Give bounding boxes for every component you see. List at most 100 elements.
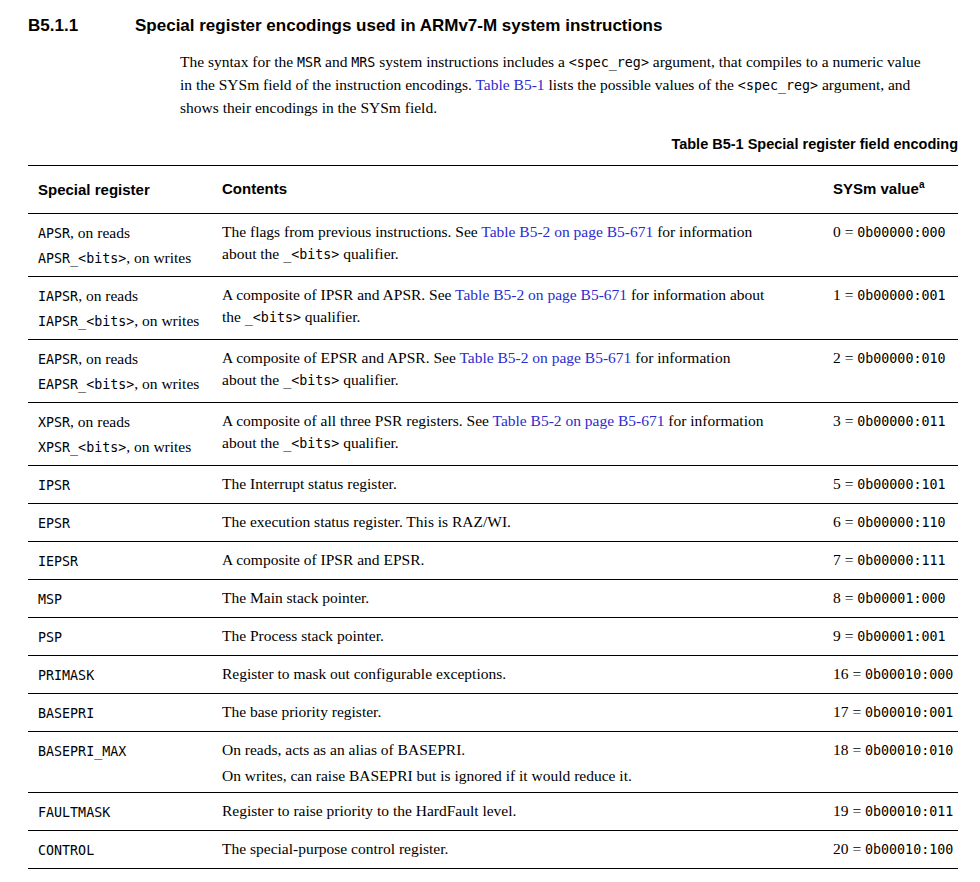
body-text: and	[321, 53, 351, 70]
header-contents: Contents	[222, 178, 833, 202]
cross-reference-link[interactable]: Table B5-2 on page B5-671	[459, 349, 631, 366]
contents-cell: The base priority register.	[222, 701, 833, 726]
body-text: qualifier.	[339, 245, 398, 262]
code-text: IAPSR_<bits>	[38, 314, 134, 329]
register-cell: PSP	[28, 625, 222, 650]
contents-cell: Register to mask out configurable except…	[222, 663, 833, 688]
code-text: _<bits>	[245, 310, 301, 325]
body-text: 1 =	[833, 286, 857, 303]
register-cell: BASEPRI_MAX	[28, 739, 222, 787]
code-text: IAPSR	[38, 289, 78, 304]
table-row: FAULTMASK Register to raise priority to t…	[28, 793, 958, 831]
register-line: XPSR, on reads	[38, 410, 222, 435]
special-register-table: Special register Contents SYSm valuea AP…	[28, 165, 958, 869]
register-line: APSR, on reads	[38, 221, 222, 246]
body-text: Register to raise priority to the HardFa…	[222, 802, 516, 819]
body-text: The Interrupt status register.	[222, 475, 397, 492]
cross-reference-link[interactable]: Table B5-2 on page B5-671	[493, 412, 665, 429]
code-text: _<bits>	[283, 247, 339, 262]
contents-cell: The Interrupt status register.	[222, 473, 833, 498]
contents-cell: A composite of EPSR and APSR. See Table …	[222, 347, 833, 397]
contents-line: Register to raise priority to the HardFa…	[222, 800, 825, 822]
body-text: A composite of all three PSR registers. …	[222, 412, 493, 429]
value-cell: 9 = 0b00001:001	[833, 625, 958, 650]
contents-line: A composite of IPSR and EPSR.	[222, 549, 825, 571]
body-text: system instructions includes a	[375, 53, 568, 70]
register-line: MSP	[38, 587, 222, 612]
register-cell: EAPSR, on readsEAPSR_<bits>, on writes	[28, 347, 222, 397]
body-text: 5 =	[833, 475, 857, 492]
code-text: 0b00000:111	[857, 553, 945, 568]
table-row: MSPThe Main stack pointer.8 = 0b00001:00…	[28, 580, 958, 618]
contents-cell: A composite of all three PSR registers. …	[222, 410, 833, 460]
register-line: EAPSR_<bits>, on writes	[38, 372, 222, 397]
value-cell: 19 = 0b00010:011	[833, 800, 958, 825]
register-cell: IEPSR	[28, 549, 222, 574]
code-text: BASEPRI_MAX	[38, 744, 126, 759]
body-text: for information	[653, 223, 752, 240]
code-text: EAPSR_<bits>	[38, 377, 134, 392]
body-text: The Main stack pointer.	[222, 589, 369, 606]
code-text: PRIMASK	[38, 668, 94, 683]
contents-cell: The special-purpose control register.	[222, 838, 833, 863]
body-text: On writes, can raise BASEPRI but is igno…	[222, 767, 632, 784]
register-cell: EPSR	[28, 511, 222, 536]
code-text: <spec_reg>	[569, 55, 649, 70]
contents-line: On reads, acts as an alias of BASEPRI.	[222, 739, 825, 761]
body-text: The execution status register. This is R…	[222, 513, 511, 530]
register-cell: XPSR, on readsXPSR_<bits>, on writes	[28, 410, 222, 460]
contents-cell: The execution status register. This is R…	[222, 511, 833, 536]
value-cell: 3 = 0b00000:011	[833, 410, 958, 460]
code-text: MSR	[297, 55, 321, 70]
body-text: 0 =	[833, 223, 857, 240]
code-text: IEPSR	[38, 554, 78, 569]
code-text: 0b00000:001	[857, 288, 945, 303]
register-cell: FAULTMASK	[28, 800, 222, 825]
contents-cell: A composite of IPSR and EPSR.	[222, 549, 833, 574]
table-caption: Table B5-1 Special register field encodi…	[0, 136, 958, 152]
body-text: in the SYSm field of the instruction enc…	[180, 76, 475, 93]
body-text: , on reads	[70, 224, 130, 241]
register-cell: BASEPRI	[28, 701, 222, 726]
register-line: IEPSR	[38, 549, 222, 574]
code-text: 0b00000:101	[857, 477, 945, 492]
code-text: 0b00000:011	[857, 414, 945, 429]
body-text: 6 =	[833, 513, 857, 530]
body-text: , on writes	[126, 249, 191, 266]
code-text: <spec_reg>	[738, 78, 818, 93]
body-text: qualifier.	[301, 308, 360, 325]
body-text: The flags from previous instructions. Se…	[222, 223, 481, 240]
code-text: APSR	[38, 226, 70, 241]
value-cell: 2 = 0b00000:010	[833, 347, 958, 397]
body-text: 19 =	[833, 802, 865, 819]
table-row: BASEPRIThe base priority register.17 = 0…	[28, 694, 958, 732]
code-text: FAULTMASK	[38, 805, 110, 820]
body-text: 20 =	[833, 840, 865, 857]
contents-line: Register to mask out configurable except…	[222, 663, 825, 685]
body-text: 8 =	[833, 589, 857, 606]
body-text: 17 =	[833, 703, 865, 720]
body-text: about the	[222, 245, 283, 262]
value-cell: 16 = 0b00010:000	[833, 663, 958, 688]
contents-cell: A composite of IPSR and APSR. See Table …	[222, 284, 833, 334]
contents-line: the _<bits> qualifier.	[222, 306, 825, 329]
body-text: , on writes	[126, 438, 191, 455]
contents-line: A composite of all three PSR registers. …	[222, 410, 825, 432]
code-text: 0b00000:010	[857, 351, 945, 366]
cross-reference-link[interactable]: Table B5-1	[475, 76, 544, 93]
header-special-register: Special register	[28, 178, 222, 202]
table-row: EPSRThe execution status register. This …	[28, 504, 958, 542]
body-text: for information	[664, 412, 763, 429]
register-cell: PRIMASK	[28, 663, 222, 688]
body-text: A composite of IPSR and APSR. See	[222, 286, 455, 303]
cross-reference-link[interactable]: Table B5-2 on page B5-671	[481, 223, 653, 240]
paragraph-line: shows their encodings in the SYSm field.	[180, 97, 962, 119]
body-text: the	[222, 308, 245, 325]
contents-cell: Register to raise priority to the HardFa…	[222, 800, 833, 825]
cross-reference-link[interactable]: Table B5-2 on page B5-671	[455, 286, 627, 303]
register-line: PSP	[38, 625, 222, 650]
code-text: 0b00010:011	[865, 804, 953, 819]
header-sysm-value: SYSm valuea	[833, 178, 958, 202]
contents-line: The special-purpose control register.	[222, 838, 825, 860]
code-text: MRS	[351, 55, 375, 70]
